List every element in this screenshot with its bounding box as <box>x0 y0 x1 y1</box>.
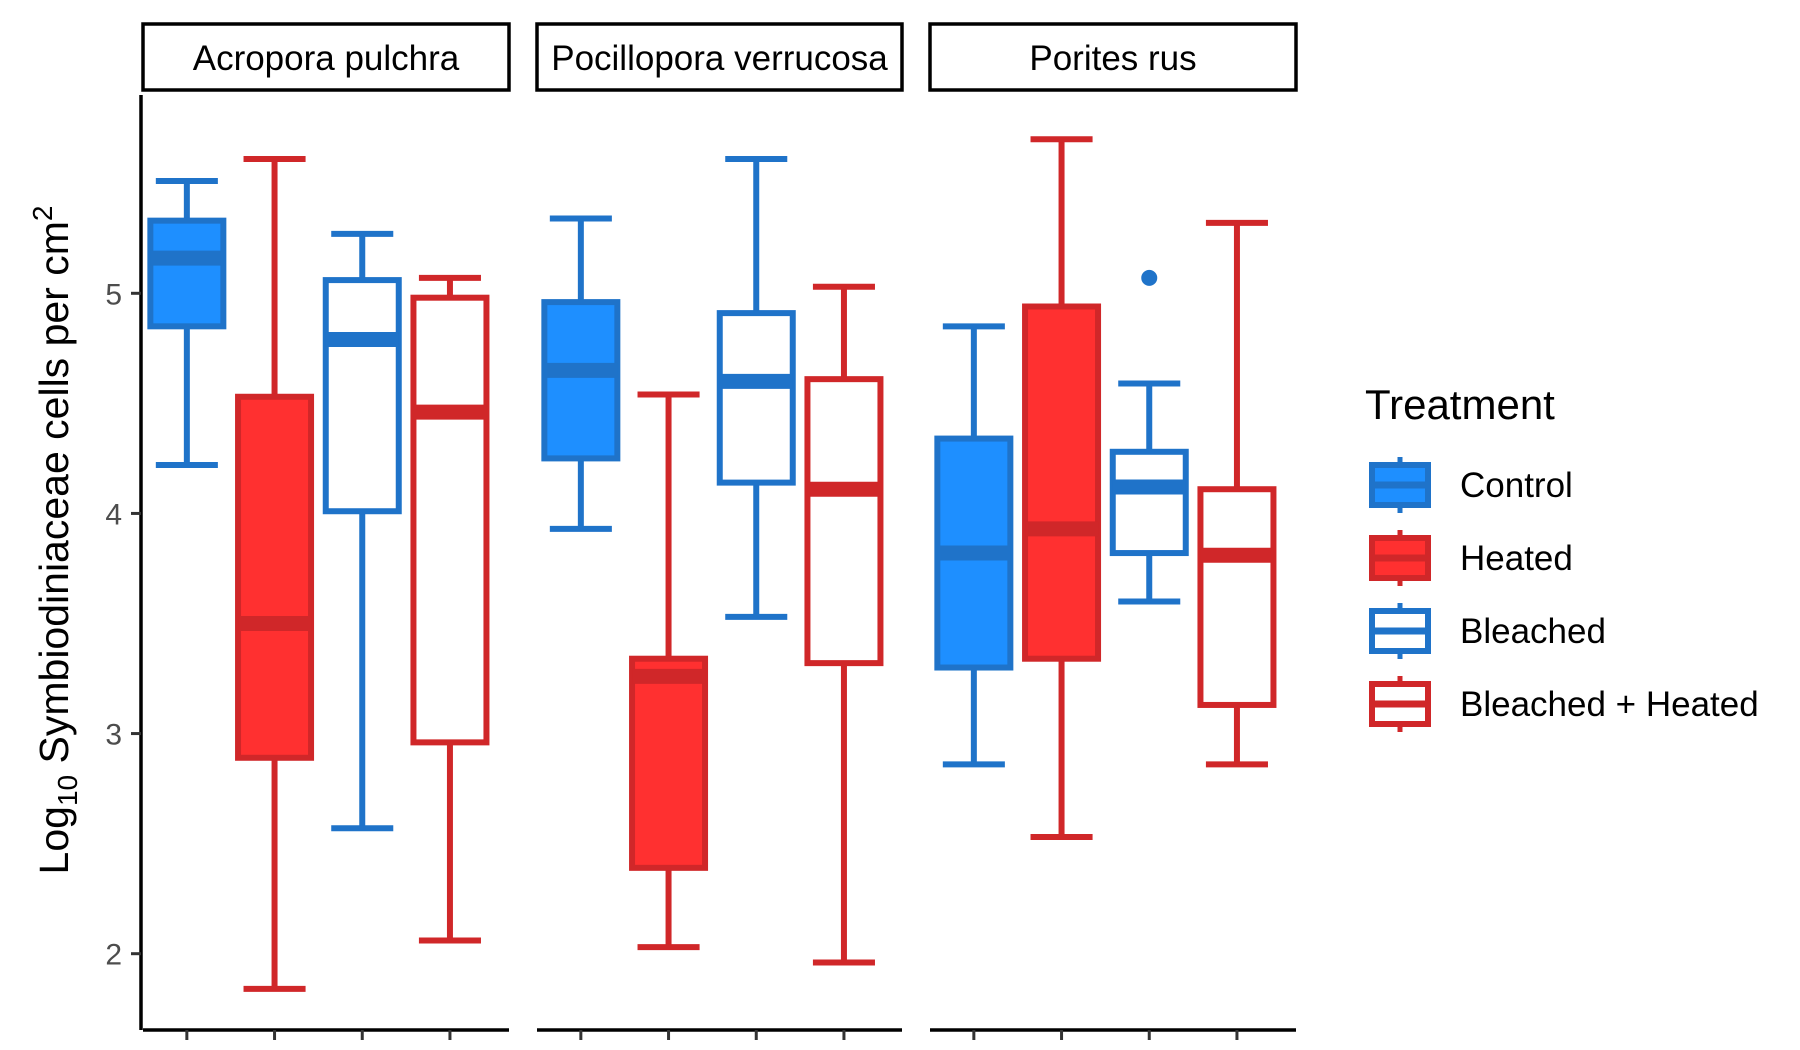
box-control <box>934 323 1014 768</box>
box-iqr <box>147 217 227 330</box>
legend-item: Control <box>1369 457 1573 513</box>
y-axis-title-superscript: 2 <box>27 206 58 222</box>
box-bleached <box>322 230 402 832</box>
legend-key <box>1369 530 1431 586</box>
y-axis-title: Log10 Symbiodiniaceae cells per cm2 <box>27 206 83 875</box>
box-iqr <box>629 655 709 871</box>
box-iqr <box>1197 486 1277 708</box>
y-tick-label: 3 <box>105 719 122 752</box>
box-heated <box>235 156 315 992</box>
box-bleached-heated <box>410 274 490 944</box>
box-iqr <box>410 294 490 746</box>
box-bleached-heated <box>804 283 884 966</box>
legend: Treatment Control Heated Bleached Bleached … <box>1365 381 1759 732</box>
facet-strip <box>535 22 904 92</box>
legend-label: Control <box>1460 466 1573 505</box>
box-control <box>147 178 227 469</box>
y-axis-title-subscript: 10 <box>52 775 83 806</box>
facet-panel: Porites rus <box>928 22 1298 1040</box>
box-iqr <box>235 393 315 761</box>
facet-strip-label: Pocillopora verrucosa <box>551 39 888 78</box>
legend-label: Bleached + Heated <box>1460 685 1759 724</box>
facet-panel: Pocillopora verrucosa <box>535 22 904 1040</box>
box-iqr <box>716 310 796 486</box>
box-bleached-heated <box>1197 219 1277 768</box>
box-heated <box>1022 136 1102 841</box>
box-iqr <box>1022 303 1102 662</box>
legend-title: Treatment <box>1365 381 1555 428</box>
legend-label: Bleached <box>1460 612 1606 651</box>
outlier-point <box>1141 269 1158 286</box>
legend-item: Bleached <box>1369 603 1606 659</box>
legend-key <box>1369 457 1431 513</box>
facet-strip <box>141 22 511 92</box>
facet-strip-label: Porites rus <box>1029 39 1196 78</box>
legend-item: Bleached + Heated <box>1369 676 1759 732</box>
box-iqr <box>804 376 884 667</box>
facet-panel: Acropora pulchra <box>141 22 511 1040</box>
y-axis-title-main: Symbiodiniaceae cells per cm <box>31 221 77 775</box>
box-bleached <box>716 156 796 620</box>
box-bleached <box>1109 269 1189 605</box>
box-iqr <box>1109 448 1189 557</box>
box-control <box>541 215 621 532</box>
legend-key <box>1369 603 1431 659</box>
y-tick-label: 4 <box>105 498 122 531</box>
box-iqr <box>541 299 621 462</box>
legend-key <box>1369 676 1431 732</box>
legend-label: Heated <box>1460 539 1573 578</box>
y-axis-title-base: Log <box>31 806 77 874</box>
y-tick-label: 2 <box>105 939 122 972</box>
y-axis: 2 3 4 5 <box>105 95 143 1030</box>
box-iqr <box>322 277 402 515</box>
box-heated <box>629 391 709 951</box>
facet-strip-label: Acropora pulchra <box>193 39 460 78</box>
facet-strip <box>928 22 1298 92</box>
legend-item: Heated <box>1369 530 1573 586</box>
y-tick-label: 5 <box>105 278 122 311</box>
facet-panels: Acropora pulchra Pocillopora verrucosa Por… <box>141 22 1298 1040</box>
